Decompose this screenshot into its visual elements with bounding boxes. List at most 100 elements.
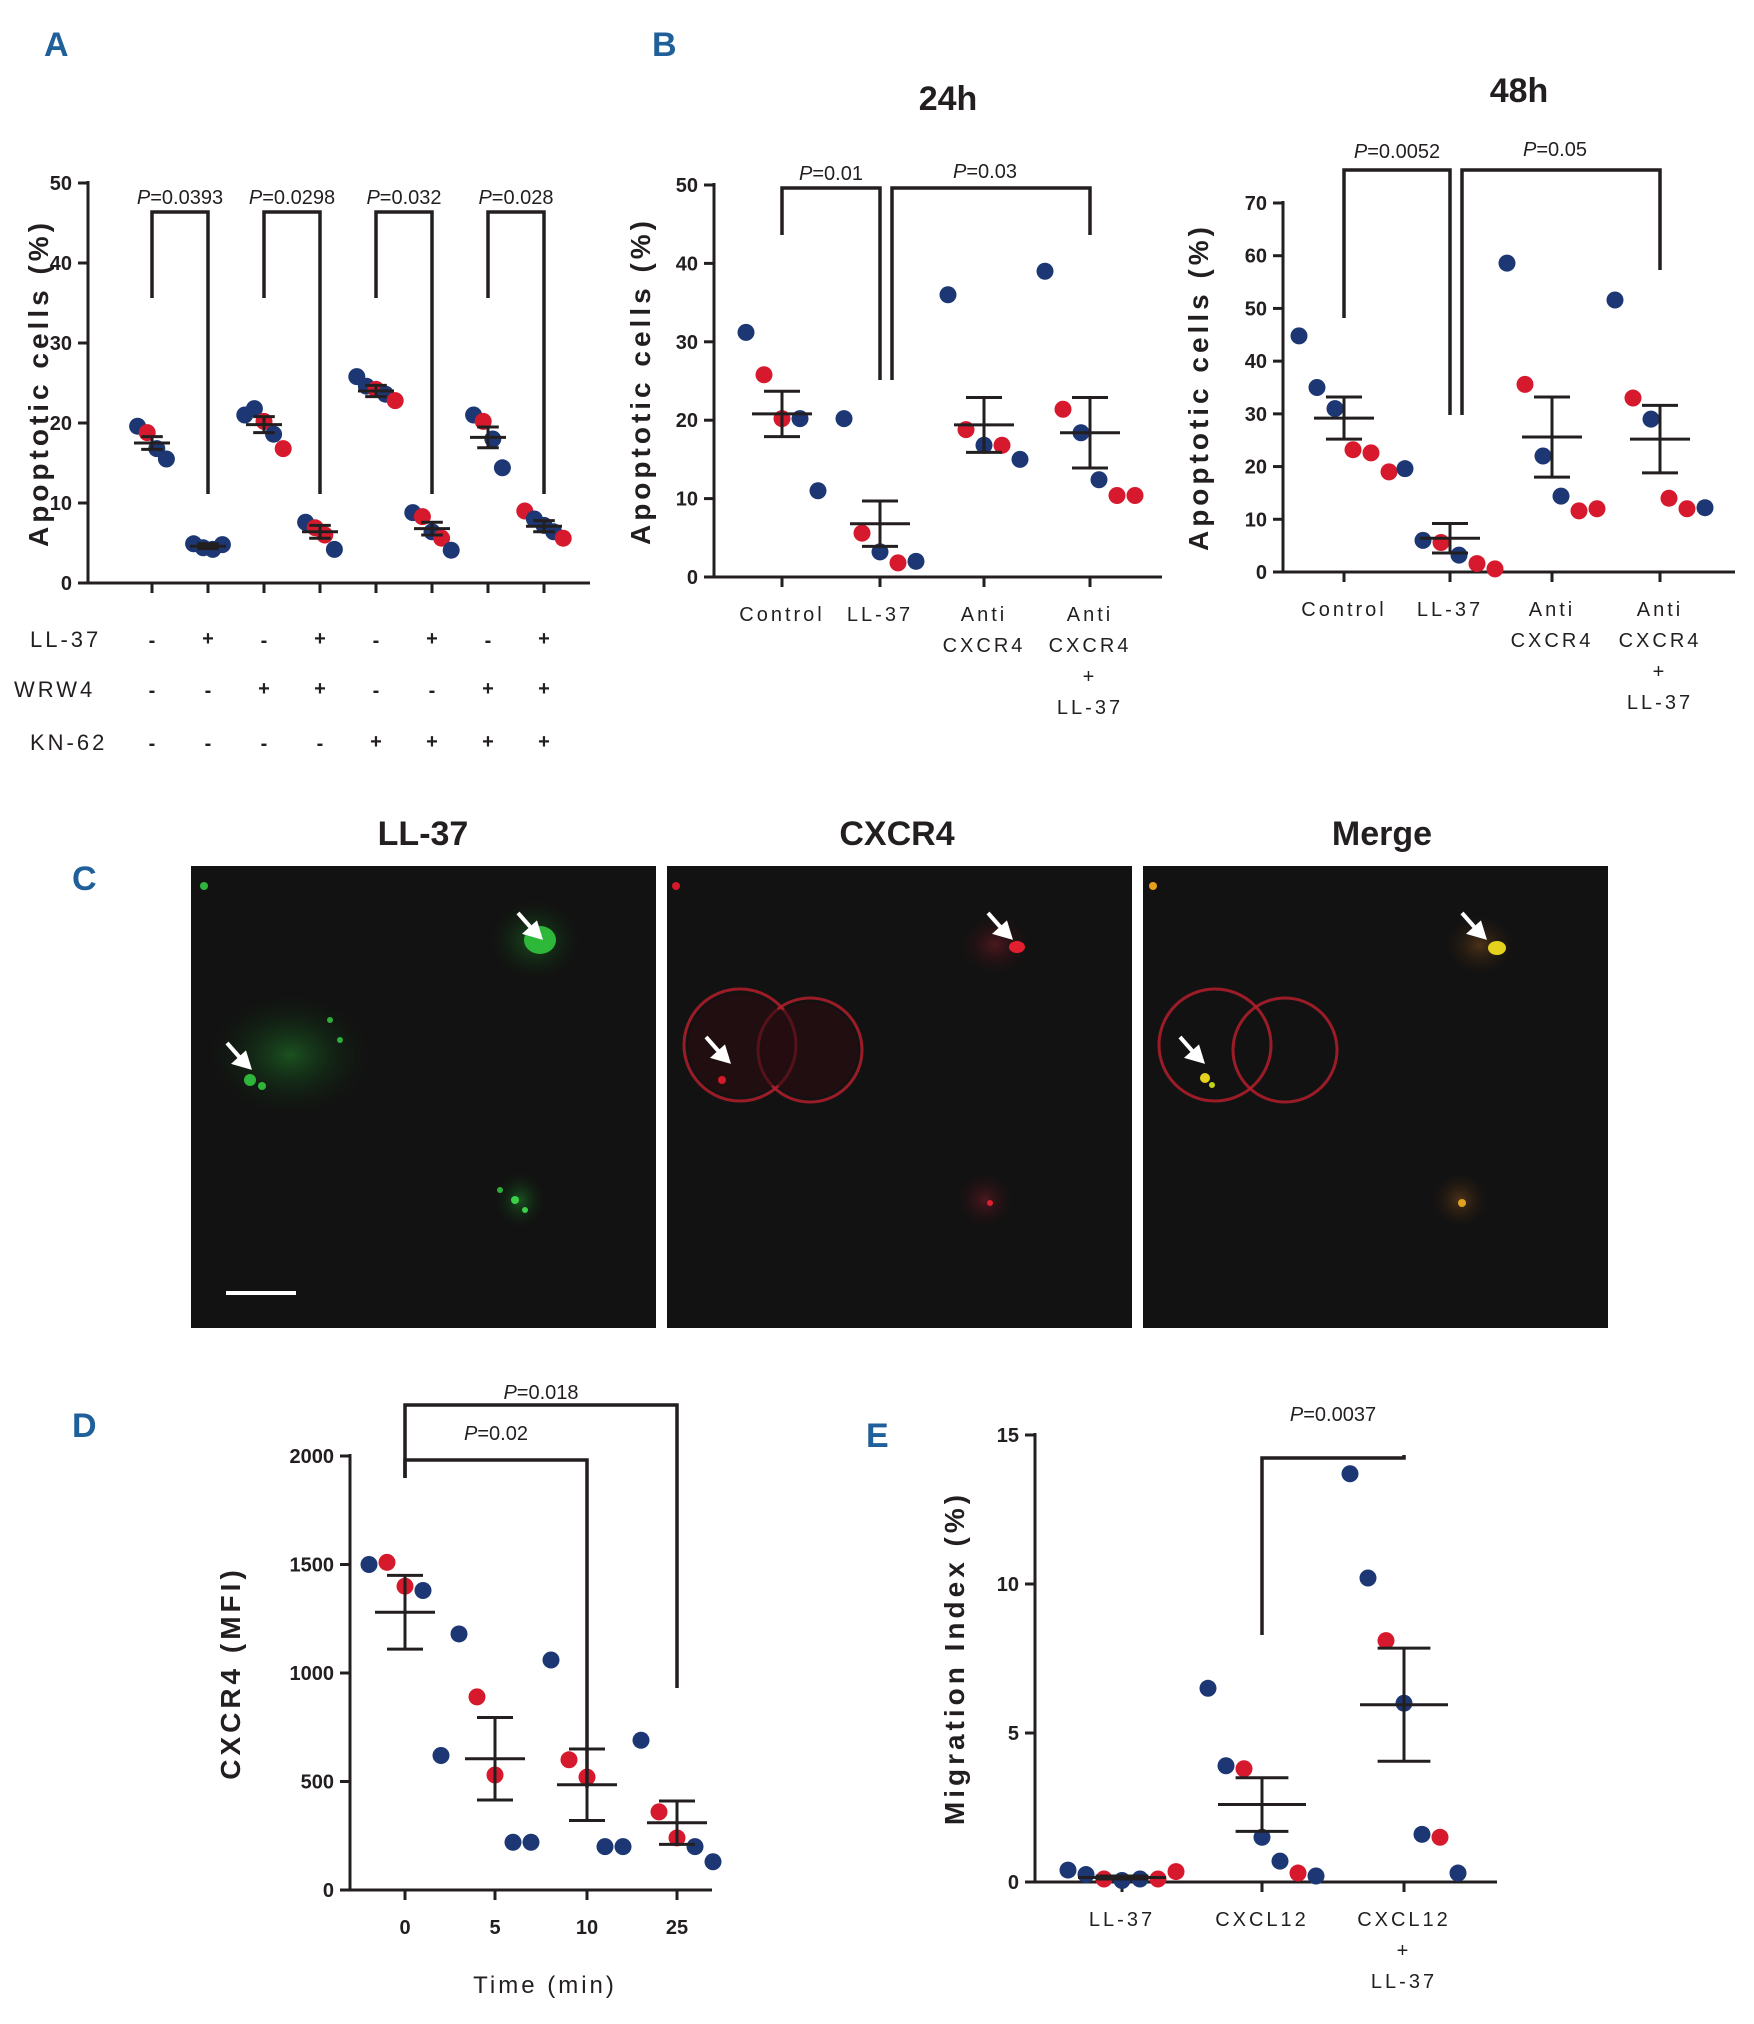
arrow-icon bbox=[1178, 911, 1487, 1064]
x-category-label-b2: Anti bbox=[1529, 599, 1575, 621]
x-category-label-d: 10 bbox=[576, 1917, 598, 1939]
y-tick-label-b1: 0 bbox=[687, 567, 698, 589]
data-point bbox=[1253, 1828, 1271, 1846]
y-tick-label-e: 15 bbox=[997, 1425, 1019, 1447]
condition-sign: - bbox=[261, 630, 268, 652]
significance-bracket bbox=[262, 210, 322, 494]
data-point bbox=[1059, 1861, 1077, 1879]
x-category-label-d: 0 bbox=[399, 1917, 410, 1939]
chart-title-b2: 48h bbox=[1490, 72, 1549, 110]
y-tick-label-b2: 20 bbox=[1245, 457, 1267, 479]
data-point bbox=[493, 459, 511, 477]
data-point bbox=[1588, 500, 1606, 518]
chart-b-48h: 48h 0 10 20 30 40 50 60 70 Apoptotic cells (%) Con… bbox=[1183, 72, 1735, 714]
condition-sign: - bbox=[373, 630, 380, 652]
data-point bbox=[245, 400, 263, 418]
x-category-label-d: 5 bbox=[489, 1917, 500, 1939]
data-point bbox=[450, 1625, 468, 1643]
significance-bracket bbox=[486, 210, 546, 494]
condition-sign: - bbox=[485, 630, 492, 652]
data-point bbox=[704, 1853, 722, 1871]
chart-d-cxcr4-mfi: 0 500 1000 1500 2000 CXCR4 (MFI) 0 5 10 25 Time (m… bbox=[215, 1382, 722, 1999]
panel-letter-a: A bbox=[44, 26, 69, 64]
x-category-label-b2: LL-37 bbox=[1627, 692, 1693, 714]
y-tick-label-b1: 30 bbox=[676, 332, 698, 354]
data-point bbox=[265, 425, 283, 443]
data-point bbox=[1308, 379, 1326, 396]
x-category-label-b1: LL-37 bbox=[1057, 697, 1123, 719]
condition-sign: + bbox=[426, 628, 438, 650]
p-value-label: P=0.0037 bbox=[1290, 1404, 1376, 1426]
significance-bracket bbox=[403, 1403, 679, 1688]
data-point bbox=[554, 529, 572, 547]
data-point bbox=[596, 1838, 614, 1856]
data-point bbox=[1217, 1757, 1235, 1775]
p-value-label: P=0.05 bbox=[1523, 139, 1587, 161]
x-category-label-e: LL-37 bbox=[1371, 1971, 1437, 1993]
scale-bar bbox=[226, 1291, 296, 1295]
condition-sign: - bbox=[429, 680, 436, 702]
data-point bbox=[1362, 444, 1380, 462]
x-category-label-e: CXCL12 bbox=[1215, 1909, 1309, 1931]
data-point bbox=[1660, 489, 1678, 507]
micrograph-title-merge: Merge bbox=[1332, 815, 1432, 853]
condition-sign: + bbox=[314, 628, 326, 650]
data-point bbox=[325, 540, 343, 558]
condition-row-label: LL-37 bbox=[30, 627, 101, 652]
x-category-label-b1: CXCR4 bbox=[1049, 635, 1132, 657]
condition-sign: + bbox=[202, 628, 214, 650]
y-tick-label-a: 30 bbox=[50, 333, 72, 355]
significance-bracket bbox=[1342, 168, 1452, 415]
data-point bbox=[386, 392, 404, 410]
data-point bbox=[1449, 1864, 1467, 1882]
y-axis-label-e: Migration Index (%) bbox=[939, 1491, 970, 1825]
panel-letter-b: B bbox=[652, 26, 677, 64]
condition-sign: - bbox=[205, 680, 212, 702]
data-point bbox=[1167, 1863, 1185, 1881]
x-category-label-b1: LL-37 bbox=[847, 604, 913, 626]
y-tick-label-b1: 10 bbox=[676, 489, 698, 511]
y-tick-label-a: 10 bbox=[50, 493, 72, 515]
condition-sign: - bbox=[149, 630, 156, 652]
panel-letter-d: D bbox=[72, 1407, 97, 1445]
data-point bbox=[1359, 1569, 1377, 1587]
y-axis-label-b2: Apoptotic cells (%) bbox=[1183, 223, 1214, 551]
p-value-label: P=0.028 bbox=[478, 187, 553, 209]
data-point bbox=[1431, 1828, 1449, 1846]
data-point bbox=[1054, 400, 1072, 418]
data-point bbox=[157, 450, 175, 468]
micrograph-cxcr4-image bbox=[667, 866, 1132, 1328]
significance-bracket bbox=[374, 210, 434, 494]
x-category-label-e: + bbox=[1397, 1940, 1412, 1962]
data-point bbox=[522, 1833, 540, 1851]
chart-e-migration-index: 0 5 10 15 Migration Index (%) LL-37 CXCL12 CXCL… bbox=[939, 1404, 1497, 1993]
y-tick-label-b2: 10 bbox=[1245, 509, 1267, 531]
y-axis-label-d: CXCR4 (MFI) bbox=[215, 1566, 246, 1780]
p-value-label: P=0.0298 bbox=[249, 187, 335, 209]
y-axis-label-a: Apoptotic cells (%) bbox=[23, 219, 54, 547]
data-point bbox=[1624, 389, 1642, 407]
data-point bbox=[442, 541, 460, 559]
data-point bbox=[468, 1688, 486, 1706]
significance-bracket bbox=[890, 186, 1092, 380]
data-point bbox=[1414, 531, 1432, 549]
data-point bbox=[835, 410, 853, 428]
condition-sign: - bbox=[373, 680, 380, 702]
data-point bbox=[378, 1553, 396, 1571]
chart-title-b1: 24h bbox=[919, 80, 978, 118]
data-point bbox=[907, 552, 925, 570]
data-point bbox=[614, 1838, 632, 1856]
condition-sign: + bbox=[482, 731, 494, 753]
data-point bbox=[1552, 487, 1570, 505]
condition-row-label: WRW4 bbox=[14, 677, 95, 702]
data-point bbox=[1011, 450, 1029, 468]
data-point bbox=[274, 440, 292, 458]
micrograph-merge-image bbox=[1143, 866, 1608, 1328]
condition-sign: + bbox=[426, 731, 438, 753]
y-tick-label-d: 1000 bbox=[290, 1663, 335, 1685]
data-point bbox=[1199, 1679, 1217, 1697]
micrograph-title-cxcr4: CXCR4 bbox=[839, 815, 954, 853]
x-category-label-b2: CXCR4 bbox=[1619, 630, 1702, 652]
panel-letter-e: E bbox=[866, 1417, 889, 1455]
